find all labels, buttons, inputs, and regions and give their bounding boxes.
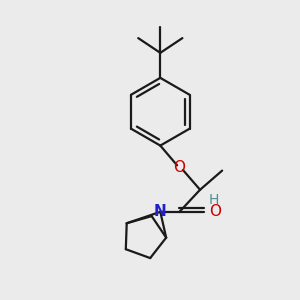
Text: O: O bbox=[209, 204, 221, 219]
Text: N: N bbox=[154, 204, 167, 219]
Text: H: H bbox=[209, 193, 219, 207]
Text: O: O bbox=[173, 160, 185, 175]
